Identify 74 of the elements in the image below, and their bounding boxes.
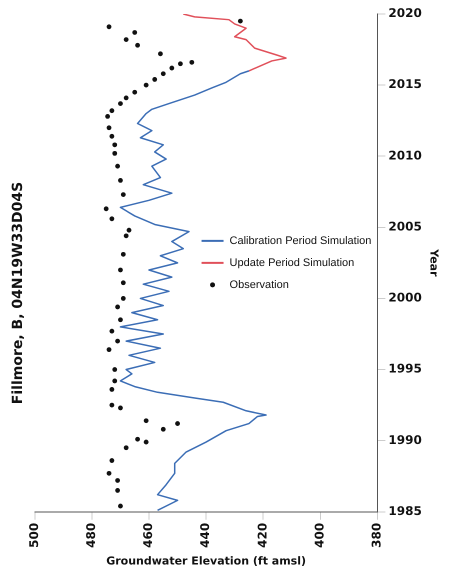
point: [115, 164, 120, 169]
point: [118, 178, 123, 183]
y-tick-label: 1995: [388, 362, 422, 376]
point: [118, 101, 123, 106]
legend-label: Update Period Simulation: [230, 256, 354, 269]
point: [132, 30, 138, 35]
point: [109, 134, 114, 139]
point: [112, 378, 118, 384]
point: [115, 488, 120, 493]
point: [158, 51, 163, 56]
point: [109, 402, 114, 408]
point: [120, 280, 126, 286]
x-tick-label: 420: [255, 522, 270, 548]
y-tick-label: 2020: [388, 6, 422, 20]
point: [115, 338, 120, 344]
point: [135, 436, 140, 442]
x-tick-label: 440: [198, 522, 212, 548]
text: Fillmore, B, 04N19W33D04S: [10, 182, 26, 404]
point: [152, 77, 158, 82]
point: [178, 61, 183, 66]
point: [109, 387, 114, 392]
x-tick-label: 380: [370, 522, 384, 548]
point: [112, 367, 118, 372]
point: [120, 296, 126, 301]
point: [135, 42, 140, 48]
legend-label: Observation: [230, 278, 289, 291]
point: [112, 142, 118, 148]
point: [175, 421, 180, 426]
point: [118, 317, 123, 322]
y-tick-label: 2015: [388, 77, 422, 92]
point: [115, 304, 120, 310]
point: [189, 60, 194, 65]
y-tick-label: 2005: [388, 219, 422, 234]
point: [118, 504, 123, 508]
x-axis-title: Groundwater Elevation (ft amsl): [106, 554, 306, 568]
point: [112, 150, 118, 156]
legend-label: Calibration Period Simulation: [230, 234, 372, 247]
point: [104, 206, 109, 212]
point: [160, 71, 166, 76]
point: [124, 445, 129, 450]
point: [124, 96, 129, 100]
point: [118, 406, 123, 410]
y-tick-label: 1990: [388, 432, 422, 447]
point: [120, 192, 126, 198]
point: [109, 108, 114, 114]
x-tick-label: 460: [141, 522, 156, 548]
y-tick-label: 2000: [388, 290, 422, 305]
y-axis-title: Year: [428, 248, 441, 278]
x-tick-label: 400: [312, 522, 326, 548]
point: [105, 114, 110, 119]
point: [144, 418, 149, 424]
point: [106, 125, 112, 130]
point: [106, 347, 112, 352]
point: [169, 66, 174, 70]
point: [144, 440, 149, 444]
point: [115, 478, 120, 483]
y-tick-label: 2010: [388, 148, 422, 162]
point: [106, 24, 112, 30]
point: [124, 233, 129, 238]
x-tick-label: 480: [84, 522, 98, 548]
point: [132, 90, 138, 95]
point: [124, 37, 129, 42]
point: [238, 18, 243, 24]
point: [109, 328, 114, 334]
point: [160, 426, 166, 432]
point: [144, 82, 149, 88]
y-tick-label: 1985: [388, 504, 422, 518]
point: [109, 216, 114, 222]
point: [120, 252, 126, 257]
point: [118, 268, 123, 272]
point: [126, 228, 132, 233]
point: [109, 458, 114, 463]
point: [106, 470, 112, 476]
x-tick-label: 500: [26, 522, 41, 548]
